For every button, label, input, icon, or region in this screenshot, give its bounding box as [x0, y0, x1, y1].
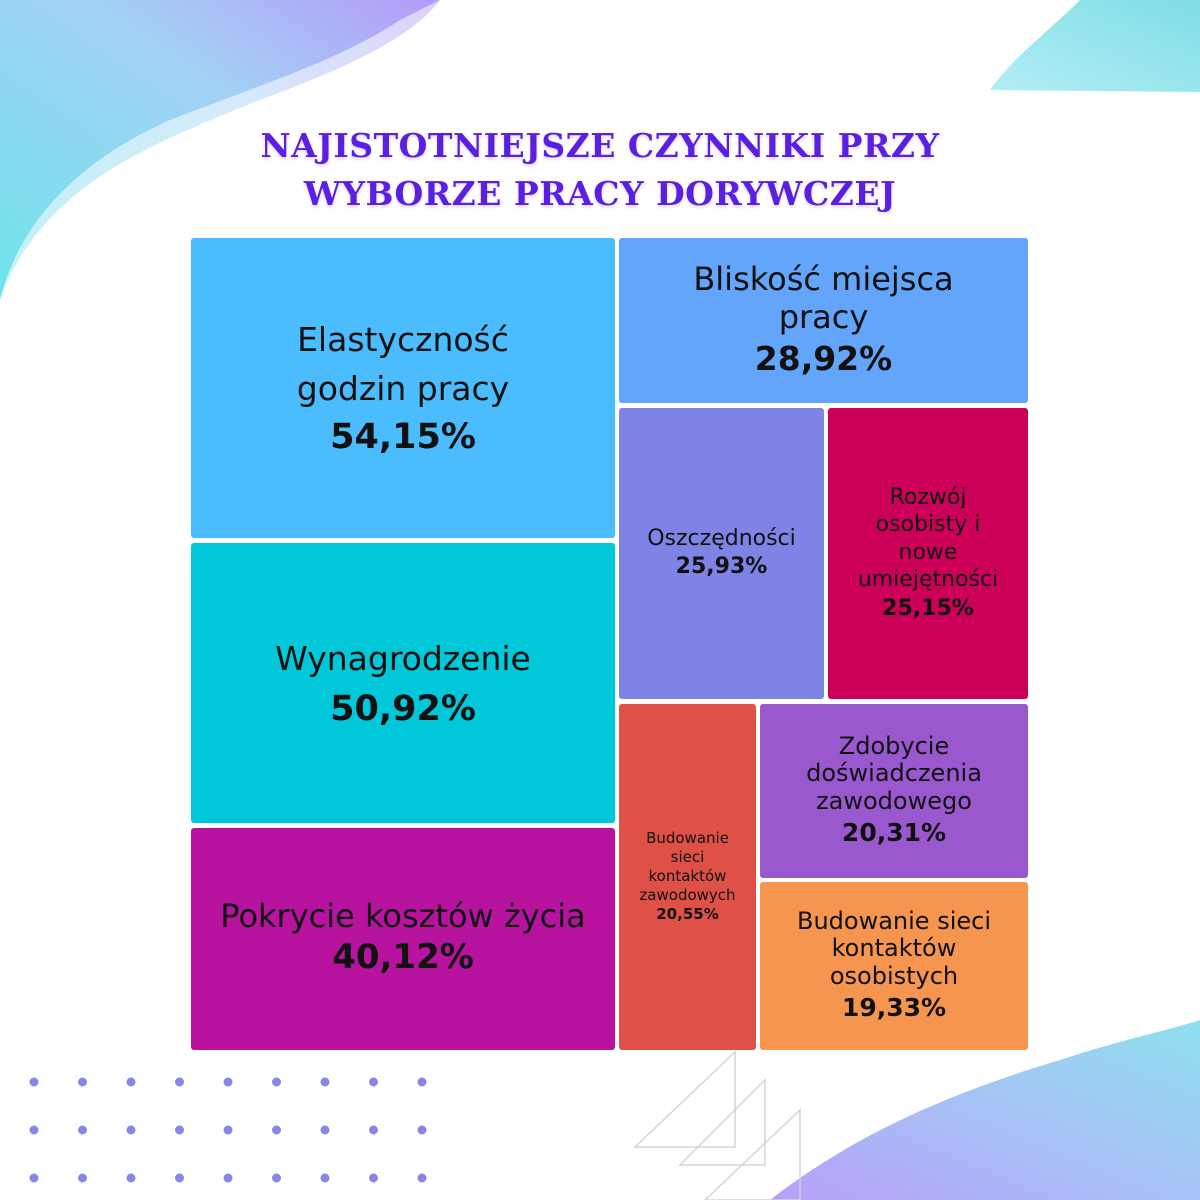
- decor-dot: [126, 1077, 136, 1087]
- tile-value: 40,12%: [332, 937, 474, 978]
- tile-label: Budowanie sieci kontaktów osobistych: [796, 906, 991, 990]
- decor-dot: [126, 1125, 136, 1135]
- treemap-tile: Bliskość miejsca pracy 28,92%: [619, 238, 1028, 403]
- decor-dot: [223, 1125, 233, 1135]
- decor-dot: [320, 1077, 330, 1087]
- tile-label: Wynagrodzenie: [275, 638, 531, 678]
- triangle-outlines: [633, 1050, 801, 1200]
- tile-value: 54,15%: [330, 416, 476, 457]
- wave-top-left: [0, 0, 440, 300]
- decor-dot: [78, 1173, 87, 1183]
- decor-dot: [272, 1173, 281, 1183]
- treemap-tile: Rozwój osobisty i nowe umiejętności 25,15%: [828, 408, 1028, 699]
- tile-value: 50,92%: [330, 688, 476, 729]
- decor-dot: [417, 1077, 427, 1087]
- decor-dot: [223, 1173, 233, 1183]
- tile-value: 25,93%: [675, 554, 768, 580]
- wave-top-right: [990, 0, 1200, 92]
- tile-label: Zdobycie doświadczenia zawodowego: [806, 731, 982, 815]
- treemap-tile: Elastyczność godzin pracy 54,15%: [191, 238, 615, 538]
- tile-value: 20,31%: [841, 817, 947, 847]
- wave-bottom-right: [770, 1020, 1200, 1200]
- decor-dot: [369, 1077, 378, 1087]
- tile-label: Budowanie sieci kontaktów zawodowych: [639, 829, 736, 904]
- dot-grid: [29, 1077, 427, 1183]
- decor-dot: [78, 1125, 87, 1135]
- tile-label: Bliskość miejsca pracy: [693, 259, 954, 337]
- treemap-tile: Zdobycie doświadczenia zawodowego 20,31%: [760, 704, 1028, 878]
- tile-value: 28,92%: [754, 338, 893, 378]
- wave-top-left-white: [0, 0, 440, 330]
- decor-dot: [417, 1125, 427, 1135]
- decor-dot: [369, 1125, 378, 1135]
- tile-value: 25,15%: [882, 595, 974, 621]
- decor-dot: [369, 1173, 378, 1183]
- tile-value: 20,55%: [656, 905, 719, 924]
- chart-title-line-1: NAJISTOTNIEJSZE CZYNNIKI PRZY: [260, 126, 940, 165]
- treemap-tile: Budowanie sieci kontaktów zawodowych 20,55%: [619, 704, 756, 1050]
- tile-value: 19,33%: [841, 992, 947, 1022]
- decor-dot: [417, 1173, 427, 1183]
- decor-dot: [175, 1125, 184, 1135]
- chart-title: NAJISTOTNIEJSZE CZYNNIKI PRZY WYBORZE PR…: [0, 122, 1200, 218]
- treemap-tile: Budowanie sieci kontaktów osobistych 19,33%: [760, 882, 1028, 1050]
- decor-dot: [78, 1077, 87, 1087]
- decor-dot: [126, 1173, 136, 1183]
- treemap-tile: Oszczędności 25,93%: [619, 408, 824, 699]
- tile-label: Oszczędności: [647, 525, 796, 551]
- tile-label: Rozwój osobisty i nowe umiejętności: [857, 484, 999, 593]
- chart-title-line-2: WYBORZE PRACY DORYWCZEJ: [303, 174, 897, 213]
- decor-dot: [175, 1077, 184, 1087]
- decor-dot: [29, 1173, 39, 1183]
- decor-dot: [272, 1125, 281, 1135]
- decor-dot: [320, 1125, 330, 1135]
- decor-dot: [29, 1125, 39, 1135]
- decor-dot: [29, 1077, 39, 1087]
- decor-dot: [272, 1077, 281, 1087]
- decor-dot: [320, 1173, 330, 1183]
- decor-dot: [223, 1077, 233, 1087]
- treemap-tile: Pokrycie kosztów życia 40,12%: [191, 828, 615, 1050]
- decor-dot: [175, 1173, 184, 1183]
- treemap-tile: Wynagrodzenie 50,92%: [191, 543, 615, 823]
- tile-label: Elastyczność godzin pracy: [296, 319, 510, 409]
- tile-label: Pokrycie kosztów życia: [220, 896, 586, 935]
